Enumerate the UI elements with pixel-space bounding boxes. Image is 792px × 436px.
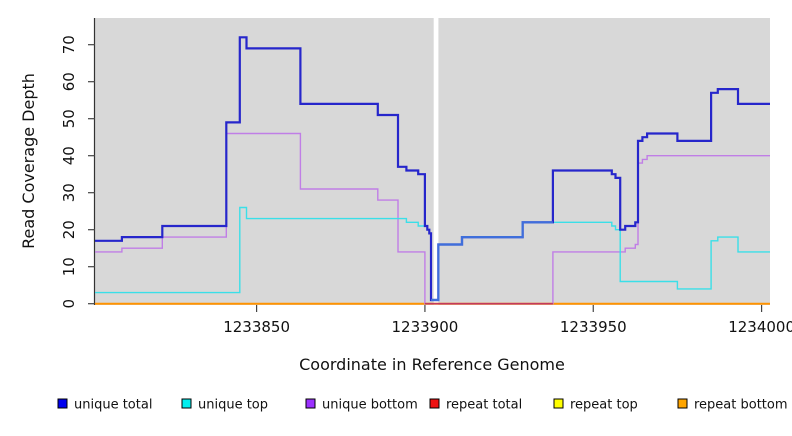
series-line-overlap-blend [431,221,553,302]
y-tick-label: 60 [60,72,78,91]
y-tick-label: 40 [60,146,78,165]
series-lines [95,36,770,305]
legend-label: unique bottom [322,398,418,413]
legend-item: repeat top [553,398,638,413]
legend: unique total unique top unique bottom repea… [57,398,788,413]
x-tick-label: 1233850 [223,318,290,336]
legend-swatch-unique-total [57,398,68,409]
legend-label: repeat top [570,398,638,413]
legend-swatch-repeat-top [553,398,564,409]
legend-label: unique total [74,398,152,413]
x-tick-label: 1233900 [391,318,458,336]
legend-label: repeat bottom [694,398,788,413]
legend-swatch-repeat-bottom [677,398,688,409]
legend-item: unique total [57,398,152,413]
legend-swatch-unique-bottom [305,398,316,409]
legend-swatch-repeat-total [429,398,440,409]
legend-label: unique top [198,398,268,413]
legend-item: repeat total [429,398,522,413]
series-line-unique-bottom [95,132,770,305]
x-axis-title: Coordinate in Reference Genome [299,355,565,374]
y-tick-label: 20 [60,220,78,239]
axes: 0 10 20 30 40 50 60 70 1233850 1233900 1233950 1234… [60,18,792,336]
legend-item: unique bottom [305,398,418,413]
x-tick-label: 1234000 [728,318,792,336]
legend-label: repeat total [446,398,522,413]
y-tick-label: 30 [60,183,78,202]
y-tick-label: 10 [60,257,78,276]
y-tick-label: 50 [60,109,78,128]
x-tick-label: 1233950 [560,318,627,336]
plot-panel [95,18,770,305]
legend-item: unique top [181,398,268,413]
coverage-gap-band [433,18,439,305]
y-tick-label: 0 [60,299,78,309]
plot-background [95,18,770,305]
legend-swatch-unique-top [181,398,192,409]
legend-item: repeat bottom [677,398,788,413]
y-tick-label: 70 [60,35,78,54]
y-axis-title: Read Coverage Depth [19,73,38,249]
